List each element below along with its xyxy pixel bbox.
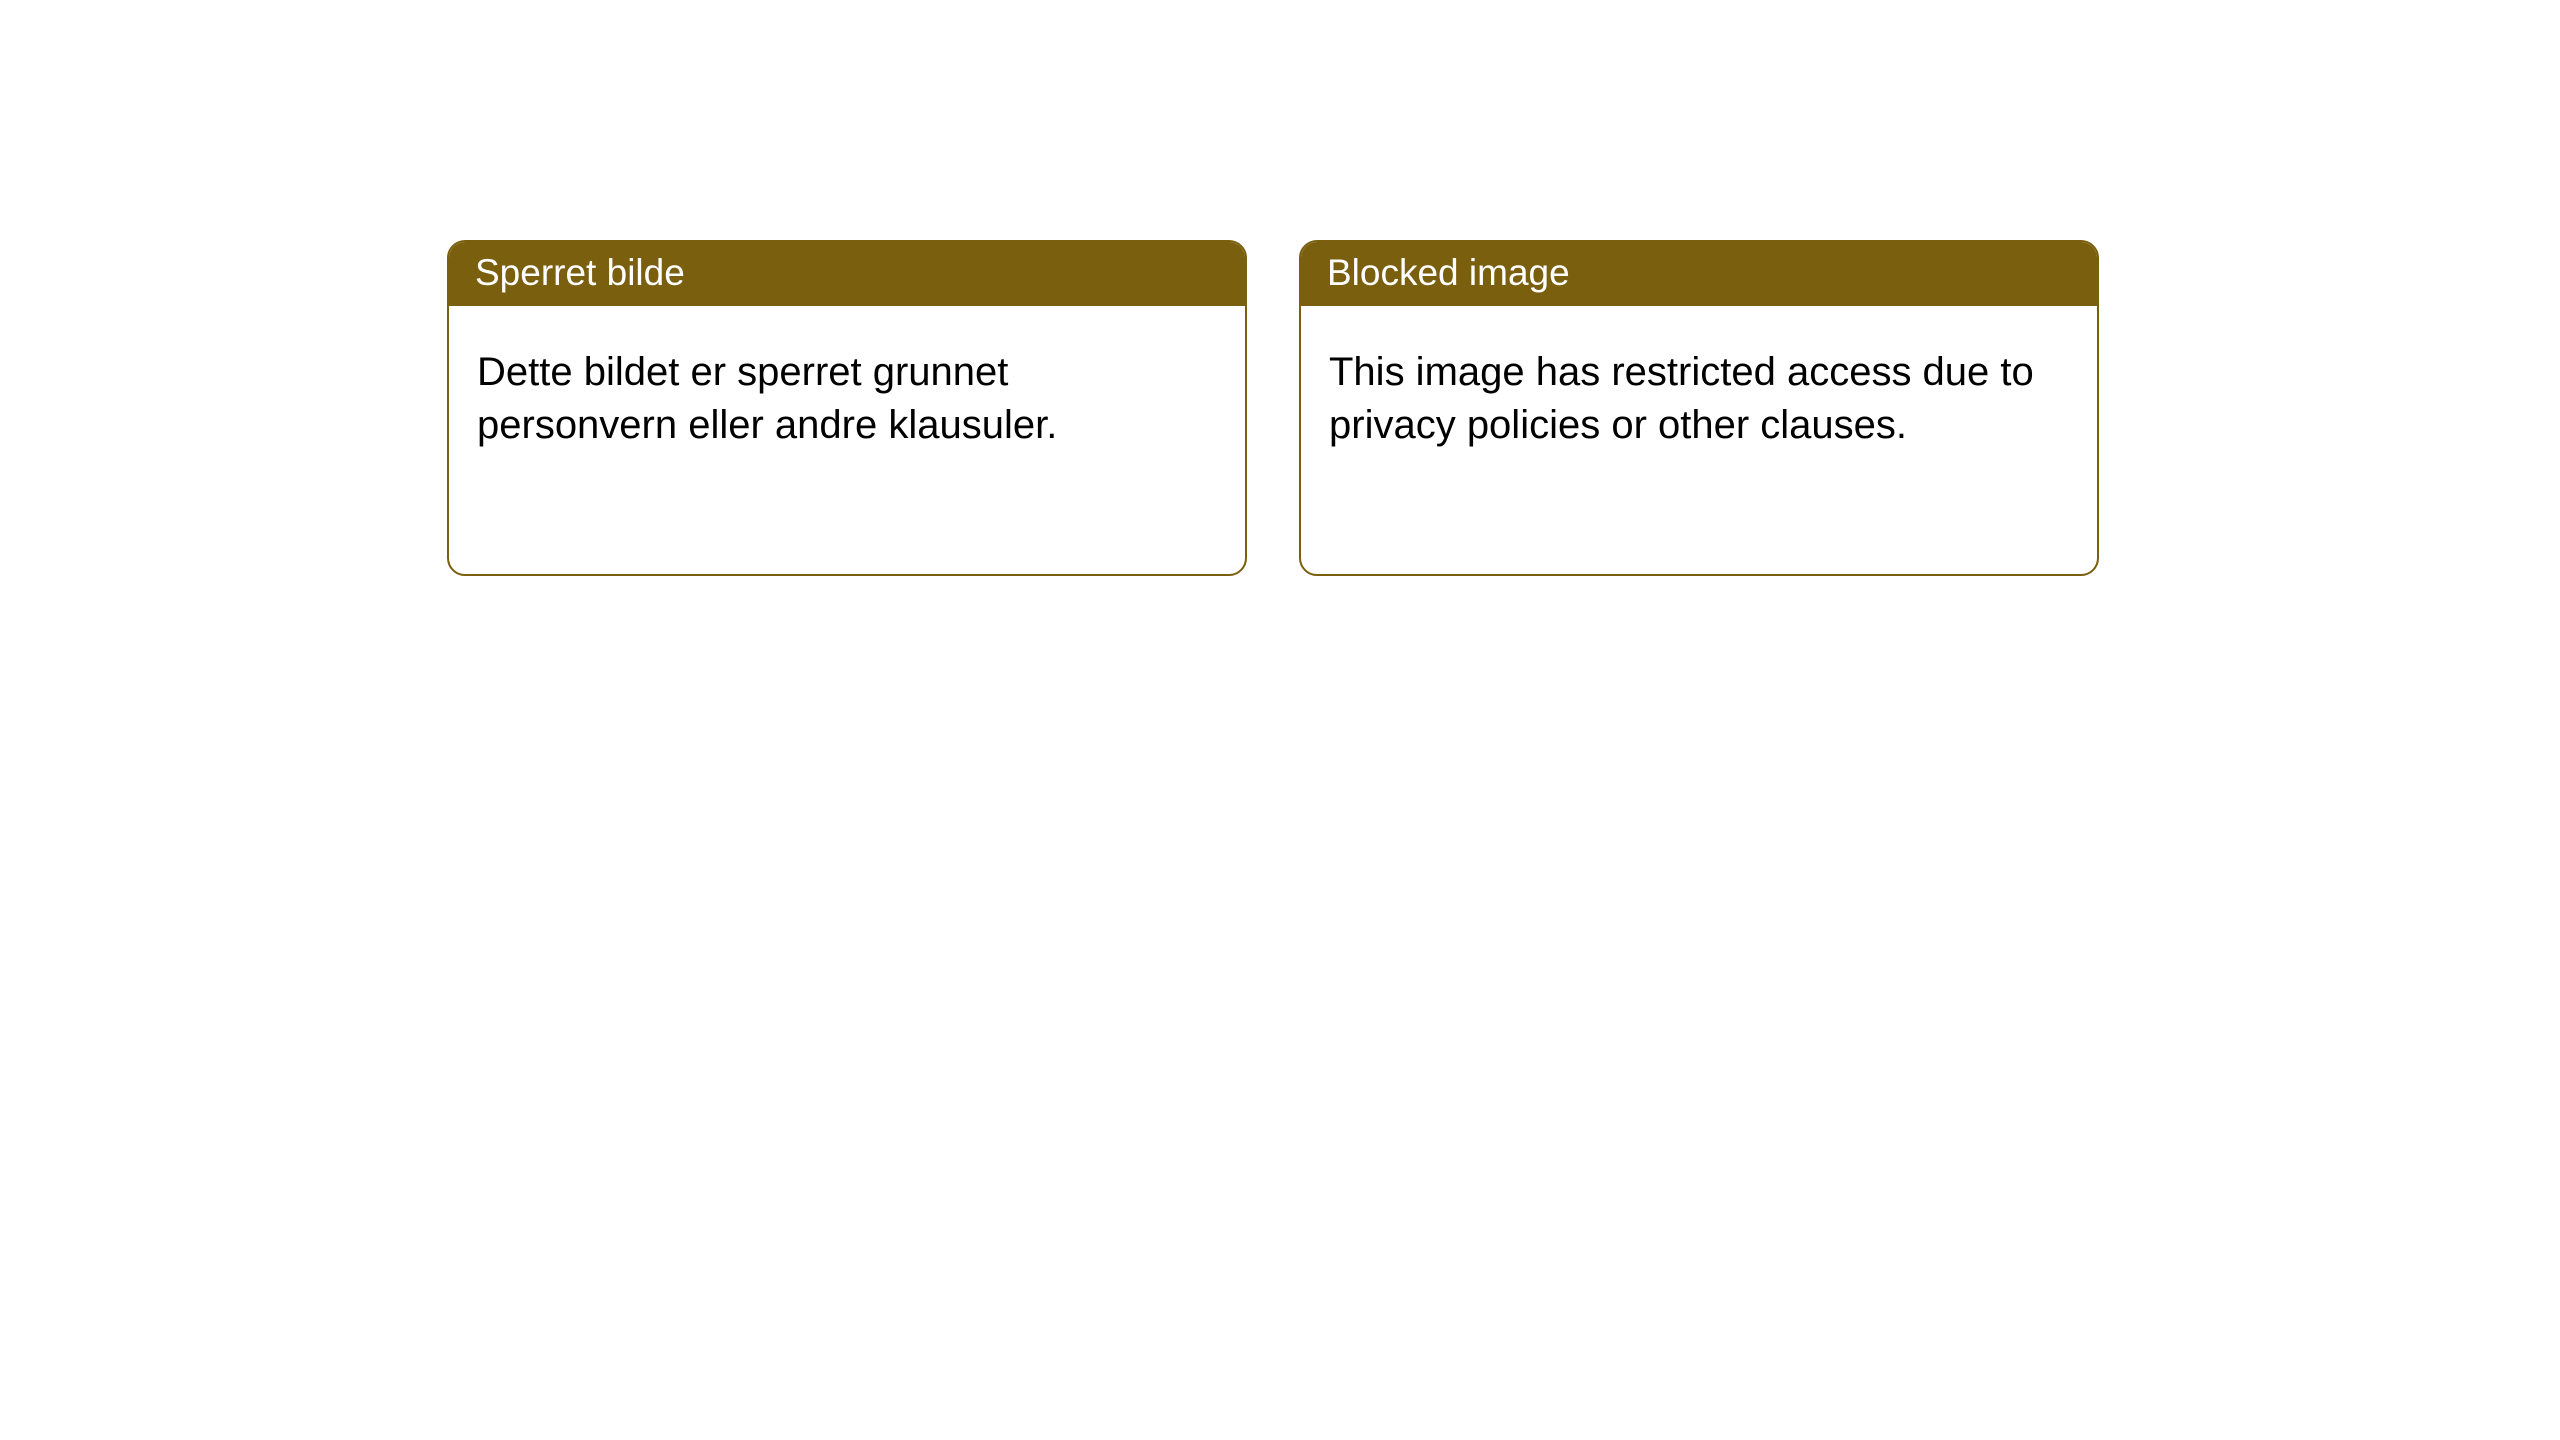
card-body-en: This image has restricted access due to … xyxy=(1301,306,2097,492)
blocked-image-notices: Sperret bilde Dette bildet er sperret gr… xyxy=(447,240,2099,576)
card-body-no: Dette bildet er sperret grunnet personve… xyxy=(449,306,1245,492)
card-header-en: Blocked image xyxy=(1301,242,2097,306)
card-header-no: Sperret bilde xyxy=(449,242,1245,306)
blocked-image-card-en: Blocked image This image has restricted … xyxy=(1299,240,2099,576)
blocked-image-card-no: Sperret bilde Dette bildet er sperret gr… xyxy=(447,240,1247,576)
